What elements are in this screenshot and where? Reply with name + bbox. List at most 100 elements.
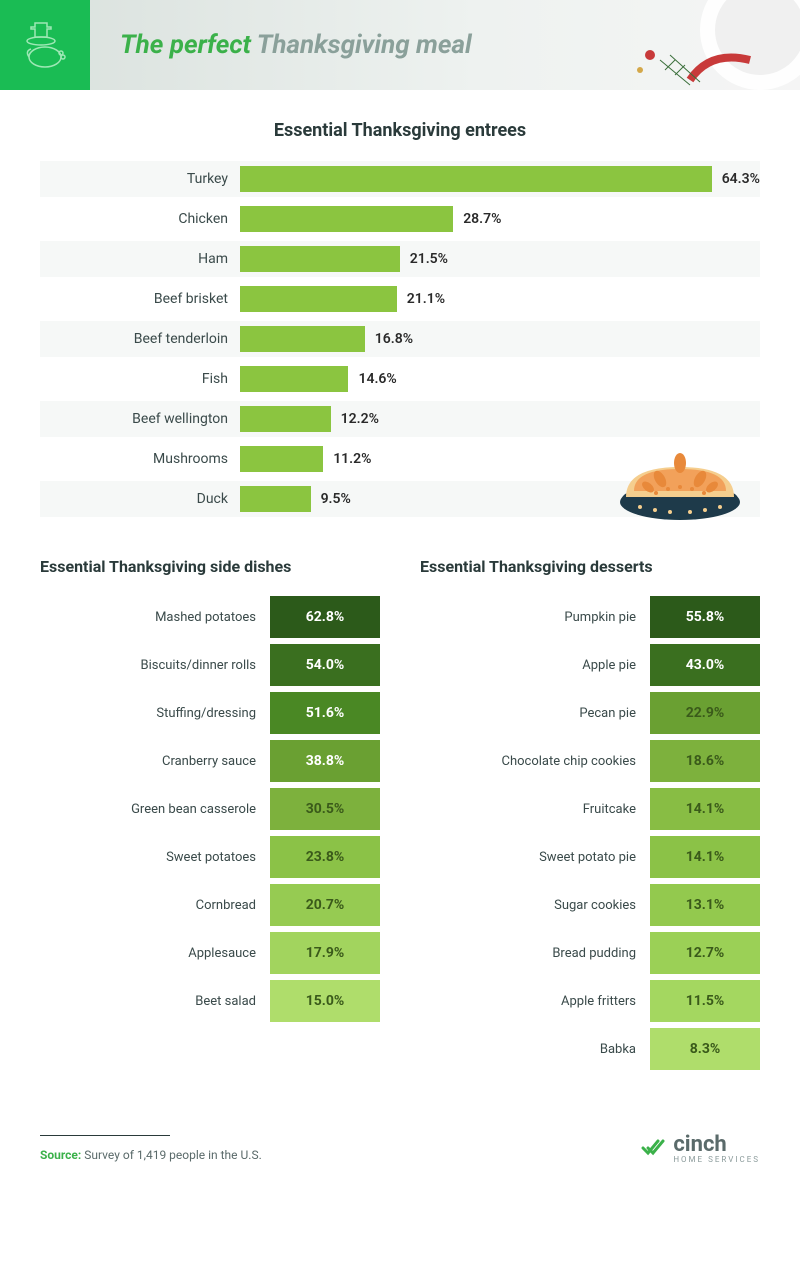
- header-icon-box: [0, 0, 90, 90]
- tile-label: Chocolate chip cookies: [420, 754, 650, 769]
- tile-value: 12.7%: [650, 932, 760, 974]
- tile-row: Sweet potatoes23.8%: [40, 836, 380, 878]
- tile-value: 23.8%: [270, 836, 380, 878]
- bar-value: 12.2%: [341, 411, 379, 427]
- sides-chart: Mashed potatoes62.8% Biscuits/dinner roll…: [40, 596, 380, 1022]
- tile-value: 54.0%: [270, 644, 380, 686]
- bar-row: Beef tenderloin16.8%: [40, 321, 760, 357]
- bar-label: Beef brisket: [40, 291, 240, 307]
- source-label: Source:: [40, 1148, 81, 1162]
- entrees-title: Essential Thanksgiving entrees: [40, 120, 760, 141]
- bar-value: 64.3%: [722, 171, 760, 187]
- tile-row: Apple fritters11.5%: [420, 980, 760, 1022]
- tile-value: 55.8%: [650, 596, 760, 638]
- tile-row: Sugar cookies13.1%: [420, 884, 760, 926]
- bar-fill: [240, 326, 365, 352]
- title-part-2: Thanksgiving meal: [257, 30, 472, 60]
- tile-row: Applesauce17.9%: [40, 932, 380, 974]
- tile-value: 51.6%: [270, 692, 380, 734]
- logo-text-block: cinch HOME SERVICES: [673, 1132, 760, 1164]
- bar-fill: [240, 446, 323, 472]
- bar-row: Fish14.6%: [40, 361, 760, 397]
- tile-value: 15.0%: [270, 980, 380, 1022]
- tile-row: Mashed potatoes62.8%: [40, 596, 380, 638]
- bar-fill: [240, 206, 453, 232]
- bar-track: 21.5%: [240, 246, 760, 272]
- bar-label: Ham: [40, 251, 240, 267]
- bar-row: Ham 21.5%: [40, 241, 760, 277]
- bar-fill: [240, 286, 397, 312]
- tile-value: 62.8%: [270, 596, 380, 638]
- desserts-title: Essential Thanksgiving desserts: [420, 557, 760, 576]
- footer: Source: Survey of 1,419 people in the U.…: [40, 1116, 760, 1194]
- bar-fill: [240, 406, 331, 432]
- tile-row: Pecan pie22.9%: [420, 692, 760, 734]
- entrees-section: Essential Thanksgiving entrees Turkey 64.…: [40, 120, 760, 517]
- tile-row: Beet salad15.0%: [40, 980, 380, 1022]
- sides-section: Essential Thanksgiving side dishes Mashe…: [40, 557, 380, 1076]
- tile-row: Fruitcake14.1%: [420, 788, 760, 830]
- bar-label: Fish: [40, 371, 240, 387]
- bar-fill: [240, 166, 712, 192]
- tile-row: Babka8.3%: [420, 1028, 760, 1070]
- tile-label: Green bean casserole: [40, 802, 270, 817]
- bar-value: 11.2%: [333, 451, 371, 467]
- bar-row: Turkey 64.3%: [40, 161, 760, 197]
- bar-value: 16.8%: [375, 331, 413, 347]
- tile-label: Cranberry sauce: [40, 754, 270, 769]
- tile-label: Cornbread: [40, 898, 270, 913]
- tile-label: Babka: [420, 1042, 650, 1057]
- bar-fill: [240, 486, 311, 512]
- tile-value: 8.3%: [650, 1028, 760, 1070]
- tile-row: Apple pie43.0%: [420, 644, 760, 686]
- logo-text: cinch: [673, 1132, 760, 1157]
- source-text: Survey of 1,419 people in the U.S.: [84, 1148, 261, 1162]
- tile-label: Stuffing/dressing: [40, 706, 270, 721]
- bar-row: Chicken28.7%: [40, 201, 760, 237]
- tile-label: Fruitcake: [420, 802, 650, 817]
- tile-value: 14.1%: [650, 836, 760, 878]
- tile-row: Cornbread20.7%: [40, 884, 380, 926]
- tile-label: Biscuits/dinner rolls: [40, 658, 270, 673]
- tile-value: 17.9%: [270, 932, 380, 974]
- tile-row: Cranberry sauce38.8%: [40, 740, 380, 782]
- tile-value: 11.5%: [650, 980, 760, 1022]
- bar-row: Beef brisket21.1%: [40, 281, 760, 317]
- footer-source: Source: Survey of 1,419 people in the U.…: [40, 1148, 262, 1162]
- bar-value: 9.5%: [321, 491, 351, 507]
- bar-label: Turkey: [40, 171, 240, 187]
- tile-label: Mashed potatoes: [40, 610, 270, 625]
- bar-track: 64.3%: [240, 166, 760, 192]
- bar-label: Mushrooms: [40, 451, 240, 467]
- tile-row: Bread pudding12.7%: [420, 932, 760, 974]
- tile-label: Sweet potatoes: [40, 850, 270, 865]
- footer-left: Source: Survey of 1,419 people in the U.…: [40, 1135, 262, 1162]
- tile-label: Apple pie: [420, 658, 650, 673]
- bar-label: Beef wellington: [40, 411, 240, 427]
- bar-track: 14.6%: [240, 366, 760, 392]
- tile-value: 20.7%: [270, 884, 380, 926]
- tile-row: Green bean casserole30.5%: [40, 788, 380, 830]
- tile-value: 14.1%: [650, 788, 760, 830]
- logo-subtext: HOME SERVICES: [673, 1155, 760, 1164]
- tile-label: Sugar cookies: [420, 898, 650, 913]
- tile-row: Chocolate chip cookies18.6%: [420, 740, 760, 782]
- tile-value: 18.6%: [650, 740, 760, 782]
- bar-label: Chicken: [40, 211, 240, 227]
- title-part-1: The perfect: [120, 30, 251, 60]
- header-decor: [580, 0, 800, 90]
- desserts-chart: Pumpkin pie55.8% Apple pie43.0% Pecan pie2…: [420, 596, 760, 1070]
- bar-value: 21.5%: [410, 251, 448, 267]
- content: Essential Thanksgiving entrees Turkey 64.…: [0, 90, 800, 1214]
- brand-logo: cinch HOME SERVICES: [639, 1132, 760, 1164]
- bar-fill: [240, 246, 400, 272]
- footer-rule: [40, 1135, 170, 1136]
- bar-label: Duck: [40, 491, 240, 507]
- tile-label: Apple fritters: [420, 994, 650, 1009]
- tile-value: 30.5%: [270, 788, 380, 830]
- bar-track: 28.7%: [240, 206, 760, 232]
- header: The perfect Thanksgiving meal: [0, 0, 800, 90]
- tile-row: Stuffing/dressing51.6%: [40, 692, 380, 734]
- tile-label: Pumpkin pie: [420, 610, 650, 625]
- tile-row: Biscuits/dinner rolls54.0%: [40, 644, 380, 686]
